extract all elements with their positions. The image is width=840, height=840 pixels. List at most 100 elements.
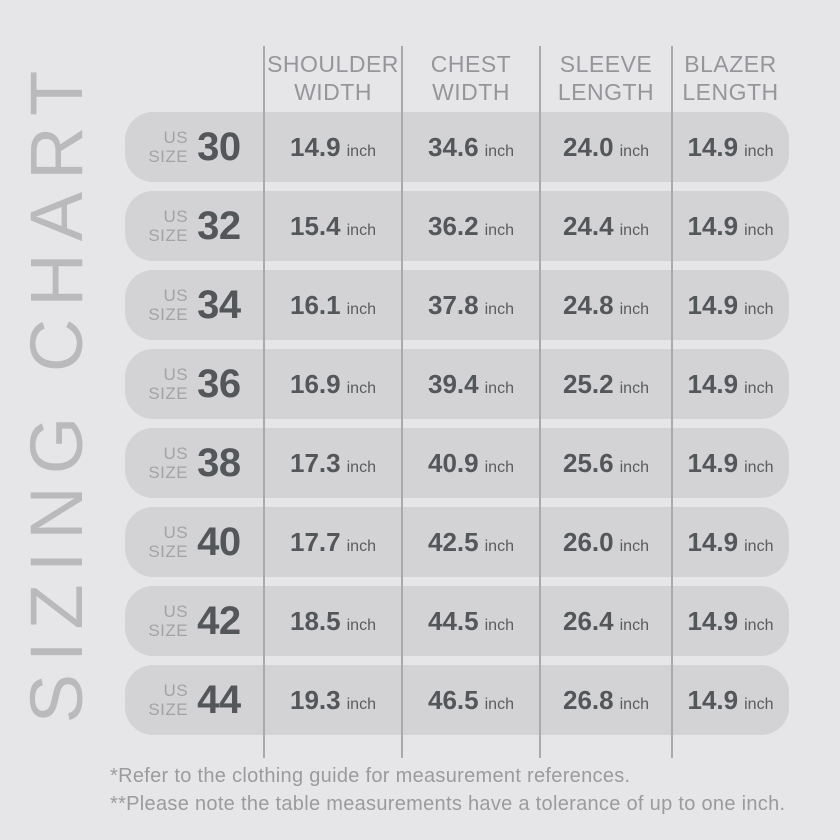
- sleeve-length-cell: 26.8 inch: [540, 685, 672, 716]
- measurement-value: 14.9: [687, 131, 739, 162]
- size-cell: US SIZE 34: [125, 283, 264, 328]
- header-line: WIDTH: [294, 79, 372, 105]
- unit-label: inch: [484, 221, 514, 239]
- us-size-label: US SIZE: [148, 207, 188, 245]
- measurement-value: 24.0: [563, 131, 614, 162]
- measurement-value: 14.9: [290, 131, 341, 162]
- measurement-value: 16.1: [290, 289, 341, 320]
- size-value: 36: [197, 361, 241, 406]
- us-size-label: US SIZE: [148, 602, 188, 640]
- size-row-36: US SIZE 36 16.9 inch 39.4 inch 25.2 inch 14…: [125, 349, 789, 419]
- us-label: US: [163, 286, 189, 305]
- size-label: SIZE: [148, 700, 189, 719]
- sleeve-length-cell: 24.4 inch: [540, 211, 672, 242]
- us-label: US: [163, 444, 189, 463]
- unit-label: inch: [744, 695, 774, 713]
- measurement-value: 40.9: [428, 447, 479, 478]
- column-header-shoulder-width: SHOULDER WIDTH: [264, 48, 402, 106]
- column-divider-4: [671, 46, 673, 758]
- size-row-38: US SIZE 38 17.3 inch 40.9 inch 25.6 inch 14…: [125, 428, 789, 498]
- size-label: SIZE: [148, 463, 189, 482]
- measurement-value: 14.9: [687, 684, 739, 715]
- unit-label: inch: [484, 537, 514, 555]
- column-divider-1: [263, 46, 265, 758]
- sleeve-length-cell: 24.8 inch: [540, 290, 672, 321]
- unit-label: inch: [346, 142, 376, 160]
- size-cell: US SIZE 40: [125, 520, 264, 565]
- header-line: LENGTH: [682, 79, 779, 105]
- us-label: US: [163, 365, 189, 384]
- header-line: SHOULDER: [267, 51, 399, 77]
- measurement-value: 42.5: [428, 526, 479, 557]
- sleeve-length-cell: 26.0 inch: [540, 527, 672, 558]
- chest-width-cell: 44.5 inch: [402, 606, 540, 637]
- measurement-value: 39.4: [428, 368, 479, 399]
- us-label: US: [163, 681, 189, 700]
- size-cell: US SIZE 42: [125, 599, 264, 644]
- us-size-label: US SIZE: [148, 286, 188, 324]
- measurement-value: 14.9: [687, 447, 739, 478]
- size-value: 34: [197, 282, 241, 327]
- measurement-value: 37.8: [428, 289, 479, 320]
- measurement-value: 19.3: [290, 684, 341, 715]
- measurement-value: 16.9: [290, 368, 341, 399]
- unit-label: inch: [744, 142, 774, 160]
- chest-width-cell: 36.2 inch: [402, 211, 540, 242]
- unit-label: inch: [346, 379, 376, 397]
- unit-label: inch: [619, 616, 649, 634]
- unit-label: inch: [346, 458, 376, 476]
- us-label: US: [163, 128, 189, 147]
- us-size-label: US SIZE: [148, 128, 188, 166]
- us-size-label: US SIZE: [148, 681, 188, 719]
- size-label: SIZE: [148, 542, 189, 561]
- measurement-value: 14.9: [687, 368, 739, 399]
- shoulder-width-cell: 17.7 inch: [264, 527, 402, 558]
- unit-label: inch: [484, 142, 514, 160]
- size-cell: US SIZE 44: [125, 678, 264, 723]
- size-row-30: US SIZE 30 14.9 inch 34.6 inch 24.0 inch 14…: [125, 112, 789, 182]
- shoulder-width-cell: 16.1 inch: [264, 290, 402, 321]
- footnotes: *Refer to the clothing guide for measure…: [110, 762, 785, 818]
- measurement-value: 44.5: [428, 605, 479, 636]
- unit-label: inch: [619, 379, 649, 397]
- size-row-32: US SIZE 32 15.4 inch 36.2 inch 24.4 inch 14…: [125, 191, 789, 261]
- table-header-row: SHOULDER WIDTH CHEST WIDTH SLEEVE LENGTH…: [125, 48, 789, 112]
- unit-label: inch: [619, 537, 649, 555]
- sleeve-length-cell: 26.4 inch: [540, 606, 672, 637]
- blazer-length-cell: 14.9 inch: [672, 606, 789, 637]
- unit-label: inch: [346, 300, 376, 318]
- size-label: SIZE: [148, 384, 189, 403]
- size-value: 44: [197, 677, 241, 722]
- shoulder-width-cell: 19.3 inch: [264, 685, 402, 716]
- measurement-value: 26.0: [563, 526, 614, 557]
- blazer-length-cell: 14.9 inch: [672, 685, 789, 716]
- size-cell: US SIZE 32: [125, 204, 264, 249]
- header-line: LENGTH: [557, 79, 655, 105]
- size-cell: US SIZE 30: [125, 125, 264, 170]
- size-value: 30: [197, 124, 241, 169]
- unit-label: inch: [346, 221, 376, 239]
- measurement-value: 26.4: [563, 605, 614, 636]
- blazer-length-cell: 14.9 inch: [672, 369, 789, 400]
- unit-label: inch: [744, 458, 774, 476]
- size-row-40: US SIZE 40 17.7 inch 42.5 inch 26.0 inch 14…: [125, 507, 789, 577]
- unit-label: inch: [346, 695, 376, 713]
- measurement-value: 14.9: [687, 526, 739, 557]
- unit-label: inch: [619, 221, 649, 239]
- measurement-value: 14.9: [687, 605, 739, 636]
- shoulder-width-cell: 18.5 inch: [264, 606, 402, 637]
- measurement-value: 18.5: [290, 605, 341, 636]
- unit-label: inch: [744, 616, 774, 634]
- column-divider-3: [539, 46, 541, 758]
- header-line: SLEEVE: [559, 51, 653, 77]
- unit-label: inch: [744, 221, 774, 239]
- unit-label: inch: [744, 379, 774, 397]
- measurement-value: 26.8: [563, 684, 614, 715]
- shoulder-width-cell: 15.4 inch: [264, 211, 402, 242]
- size-table: SHOULDER WIDTH CHEST WIDTH SLEEVE LENGTH…: [125, 48, 789, 744]
- blazer-length-cell: 14.9 inch: [672, 290, 789, 321]
- shoulder-width-cell: 16.9 inch: [264, 369, 402, 400]
- size-value: 40: [197, 519, 241, 564]
- measurement-value: 25.6: [563, 447, 614, 478]
- size-label: SIZE: [148, 226, 189, 245]
